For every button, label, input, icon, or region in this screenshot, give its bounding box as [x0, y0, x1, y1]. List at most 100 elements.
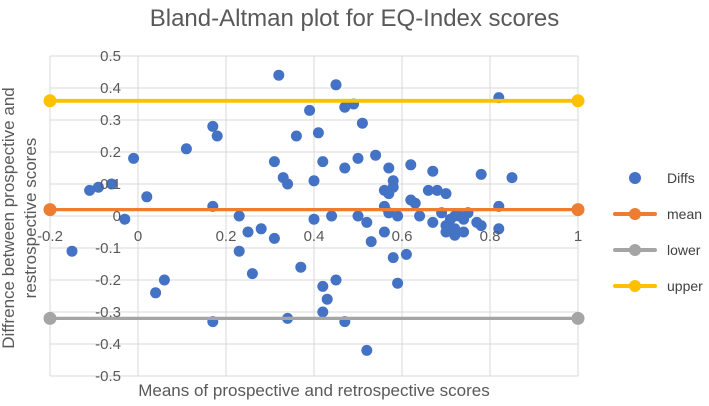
- scatter-point: [361, 344, 373, 356]
- upper-line-marker: [43, 94, 57, 108]
- scatter-point: [317, 306, 329, 318]
- scatter-point: [506, 172, 518, 184]
- scatter-point: [493, 223, 505, 235]
- scatter-point: [211, 130, 223, 142]
- scatter-point: [449, 229, 461, 241]
- scatter-point: [409, 197, 421, 209]
- scatter-point: [308, 213, 320, 225]
- mean-line-icon: [612, 204, 660, 224]
- x-tick-label: 0.2: [216, 228, 237, 245]
- x-tick-label: 0: [134, 228, 142, 245]
- scatter-point: [106, 178, 118, 190]
- mean-line-marker: [571, 203, 585, 217]
- scatter-point: [66, 245, 78, 257]
- scatter-point: [356, 117, 368, 129]
- legend-item-diffs: Diffs: [612, 168, 703, 188]
- scatter-point: [392, 277, 404, 289]
- legend-label-upper: upper: [667, 278, 703, 294]
- scatter-point: [295, 261, 307, 273]
- scatter-point: [246, 268, 258, 280]
- scatter-point: [370, 149, 382, 161]
- scatter-point: [361, 216, 373, 228]
- scatter-point: [308, 175, 320, 187]
- scatter-point: [312, 127, 324, 139]
- scatter-point: [431, 184, 443, 196]
- scatter-point: [255, 223, 267, 235]
- y-tick-label: 0: [113, 208, 121, 225]
- upper-line-marker: [571, 94, 585, 108]
- scatter-point: [427, 165, 439, 177]
- lower-line-icon: [612, 240, 660, 260]
- scatter-point: [458, 213, 470, 225]
- scatter-point: [383, 188, 395, 200]
- upper-line-icon: [612, 276, 660, 296]
- legend-label-mean: mean: [667, 206, 703, 222]
- x-tick-label: -0.2: [37, 228, 63, 245]
- scatter-point: [92, 181, 104, 193]
- legend-label-lower: lower: [667, 242, 701, 258]
- scatter-point: [414, 210, 426, 222]
- scatter-point: [383, 162, 395, 174]
- scatter-point: [422, 184, 434, 196]
- scatter-point: [339, 162, 351, 174]
- scatter-point: [321, 293, 333, 305]
- y-tick-label: 0.2: [100, 144, 121, 161]
- mean-line-marker: [43, 203, 57, 217]
- scatter-point: [352, 152, 364, 164]
- scatter-point: [330, 79, 342, 91]
- x-tick-label: 0.4: [304, 228, 325, 245]
- scatter-point: [392, 210, 404, 222]
- scatter-point: [128, 152, 140, 164]
- x-tick-label: 0.8: [480, 228, 501, 245]
- scatter-point: [378, 226, 390, 238]
- scatter-point: [242, 226, 254, 238]
- scatter-point: [330, 274, 342, 286]
- y-tick-label: -0.1: [95, 240, 121, 257]
- chart-title: Bland-Altman plot for EQ-Index scores: [149, 5, 560, 32]
- scatter-point: [119, 213, 131, 225]
- scatter-point: [150, 287, 162, 299]
- legend-item-mean: mean: [612, 204, 703, 224]
- y-tick-label: -0.2: [95, 272, 121, 289]
- scatter-point: [317, 156, 329, 168]
- diffs-marker-icon: [612, 168, 660, 188]
- scatter-point: [273, 69, 285, 81]
- scatter-point: [180, 143, 192, 155]
- x-tick-label: 0.6: [392, 228, 413, 245]
- scatter-point: [458, 226, 470, 238]
- y-tick-label: -0.3: [95, 304, 121, 321]
- scatter-point: [84, 184, 96, 196]
- scatter-point: [400, 248, 412, 260]
- scatter-point: [352, 210, 364, 222]
- scatter-point: [268, 156, 280, 168]
- y-tick-label: 0.3: [100, 112, 121, 129]
- scatter-point: [427, 216, 439, 228]
- scatter-point: [387, 252, 399, 264]
- scatter-point: [207, 120, 219, 132]
- scatter-point: [158, 274, 170, 286]
- scatter-point: [475, 220, 487, 232]
- y-tick-label: 0.1: [100, 176, 121, 193]
- y-tick-label: 0.5: [100, 48, 121, 65]
- x-axis-title: Means of prospective and retrospective s…: [138, 381, 490, 400]
- scatter-point: [282, 178, 294, 190]
- scatter-point: [233, 210, 245, 222]
- scatter-point: [304, 104, 316, 116]
- y-tick-label: -0.4: [95, 336, 121, 353]
- scatter-point: [365, 236, 377, 248]
- lower-line-marker: [571, 311, 585, 325]
- x-tick-label: 1: [574, 228, 582, 245]
- lower-line-marker: [43, 311, 57, 325]
- scatter-point: [339, 101, 351, 113]
- scatter-point: [317, 280, 329, 292]
- scatter-point: [475, 168, 487, 180]
- scatter-point: [290, 130, 302, 142]
- legend-label-diffs: Diffs: [667, 170, 695, 186]
- scatter-point: [268, 232, 280, 244]
- scatter-point: [440, 188, 452, 200]
- y-tick-label: -0.5: [95, 368, 121, 385]
- scatter-point: [141, 191, 153, 203]
- y-tick-label: 0.4: [100, 80, 121, 97]
